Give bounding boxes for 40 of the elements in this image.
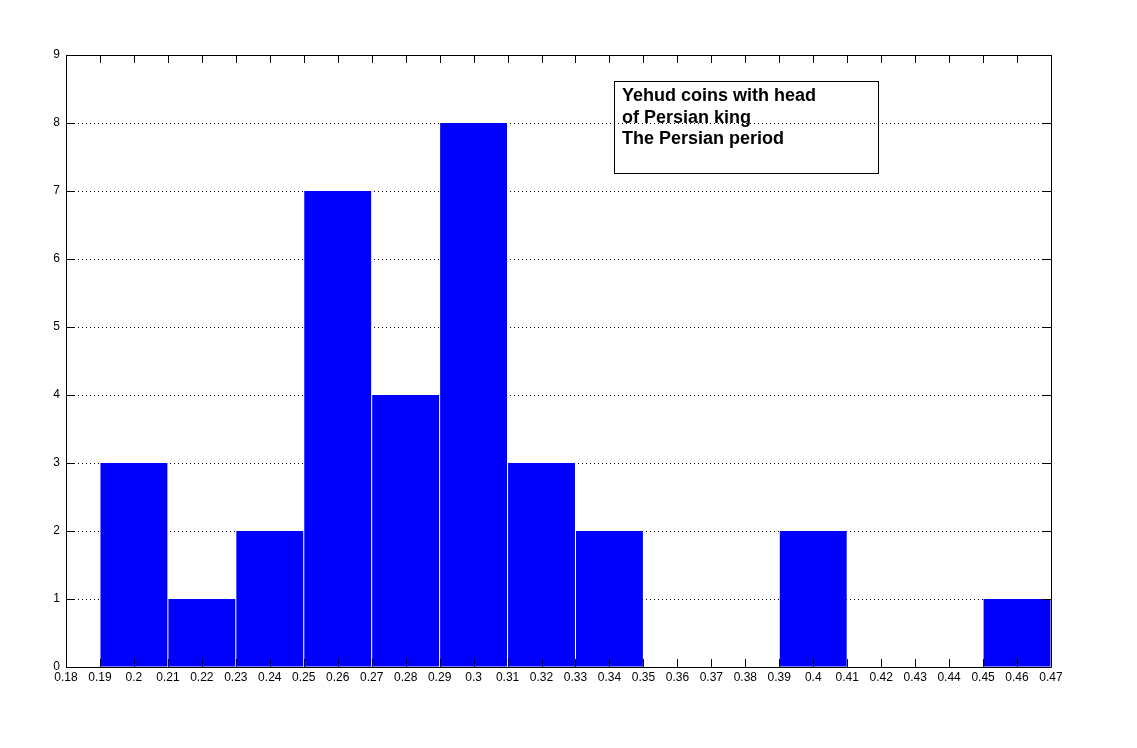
y-tick-label: 5 [53, 319, 61, 334]
x-tick-label: 0.45 [971, 669, 996, 684]
x-tick-label: 0.27 [360, 669, 384, 684]
x-tick-label: 0.4 [804, 669, 822, 684]
x-tick-label: 0.47 [1039, 669, 1063, 684]
y-tick-label: 6 [53, 251, 61, 266]
x-tick-label: 0.34 [597, 669, 622, 684]
x-tick-label: 0.44 [937, 669, 962, 684]
x-tick-label: 0.29 [427, 669, 452, 684]
y-tick-label: 4 [53, 387, 61, 402]
x-tick-label: 0.19 [88, 669, 112, 684]
x-tick-label: 0.32 [529, 669, 554, 684]
x-tick-label: 0.22 [190, 669, 214, 684]
x-tick-label: 0.18 [54, 669, 78, 684]
annotation: Yehud coins with head of Persian king The Persian period [614, 81, 879, 174]
x-tick-label: 0.43 [903, 669, 928, 684]
y-tick-label: 9 [53, 47, 61, 62]
x-tick-label: 0.36 [665, 669, 690, 684]
x-tick-label: 0.37 [699, 669, 724, 684]
x-tick-label: 0.21 [156, 669, 180, 684]
y-tick-label: 3 [53, 455, 61, 470]
x-tick-label: 0.41 [835, 669, 860, 684]
x-tick-label: 0.39 [767, 669, 792, 684]
x-tick-label: 0.46 [1005, 669, 1030, 684]
x-tick-label: 0.26 [326, 669, 350, 684]
x-tick-label: 0.3 [465, 669, 483, 684]
y-tick-label: 1 [53, 591, 61, 606]
y-tick-label: 8 [53, 115, 61, 130]
x-tick-label: 0.23 [224, 669, 248, 684]
x-tick-label: 0.35 [631, 669, 656, 684]
x-tick-label: 0.25 [292, 669, 316, 684]
x-tick-label: 0.31 [495, 669, 520, 684]
x-tick-label: 0.28 [393, 669, 418, 684]
x-tick-label: 0.24 [258, 669, 282, 684]
x-tick-label: 0.42 [869, 669, 894, 684]
x-tick-label: 0.33 [563, 669, 588, 684]
x-tick-label: 0.2 [125, 669, 143, 684]
x-tick-label: 0.38 [733, 669, 758, 684]
y-tick-label: 7 [53, 183, 61, 198]
y-tick-label: 2 [53, 523, 61, 538]
